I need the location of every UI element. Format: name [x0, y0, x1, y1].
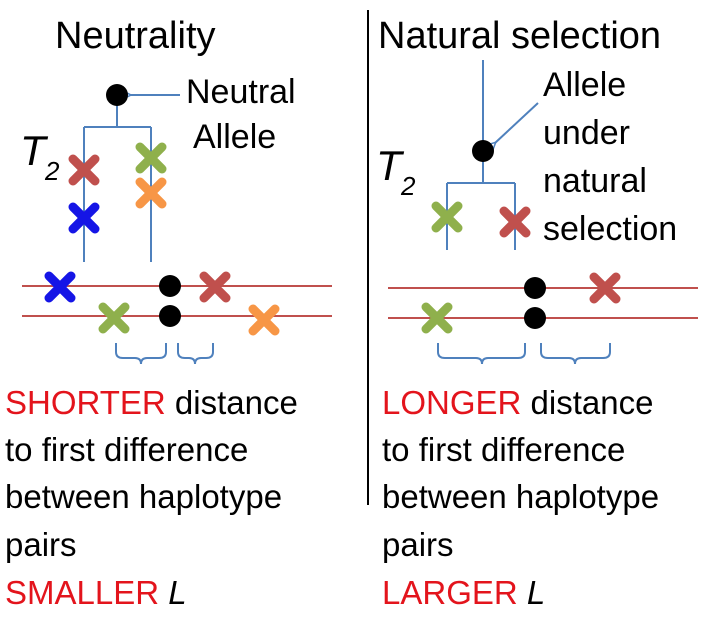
- core-allele-dot: [159, 275, 181, 297]
- neutral-allele-label-line2: Allele: [193, 118, 276, 156]
- neutral-allele-node: [106, 84, 128, 106]
- selected-allele-label-line1: Allele: [543, 66, 626, 104]
- neutral-allele-label-line1: Neutral: [186, 73, 296, 111]
- selected-allele-label-line3: natural: [543, 162, 647, 200]
- caption-line-1: LONGER distance: [382, 384, 653, 421]
- mutation-green-cross: [103, 307, 125, 329]
- caption-line-2: to first difference: [5, 431, 248, 468]
- selected-allele-label-line4: selection: [543, 210, 677, 248]
- core-allele-dot: [524, 277, 546, 299]
- selection-title: Natural selection: [378, 15, 661, 57]
- right-time-subscript: 2: [400, 171, 416, 201]
- distance-brackets: [115, 343, 214, 365]
- neutrality-panel: Neutrality Neutral Allele T 2: [5, 15, 332, 611]
- distance-brackets: [437, 343, 611, 365]
- core-allele-dot: [524, 307, 546, 329]
- core-allele-dot: [159, 305, 181, 327]
- right-time-label: T: [376, 142, 405, 189]
- selection-panel: Natural selection Allele under natural s…: [376, 15, 698, 611]
- caption-line-5: SMALLER L: [5, 574, 187, 611]
- caption-line-4: pairs: [382, 526, 454, 563]
- caption-line-3: between haplotype: [5, 478, 282, 515]
- caption-line-2: to first difference: [382, 431, 625, 468]
- neutrality-title: Neutrality: [55, 15, 216, 57]
- left-time-label: T: [20, 127, 49, 174]
- selected-allele-node: [472, 140, 494, 162]
- caption-line-5: LARGER L: [382, 574, 545, 611]
- caption-line-4: pairs: [5, 526, 77, 563]
- left-time-subscript: 2: [44, 156, 60, 186]
- caption-line-3: between haplotype: [382, 478, 659, 515]
- caption-line-1: SHORTER distance: [5, 384, 298, 421]
- selected-allele-label-line2: under: [543, 114, 630, 152]
- mutation-orange-cross: [253, 309, 275, 331]
